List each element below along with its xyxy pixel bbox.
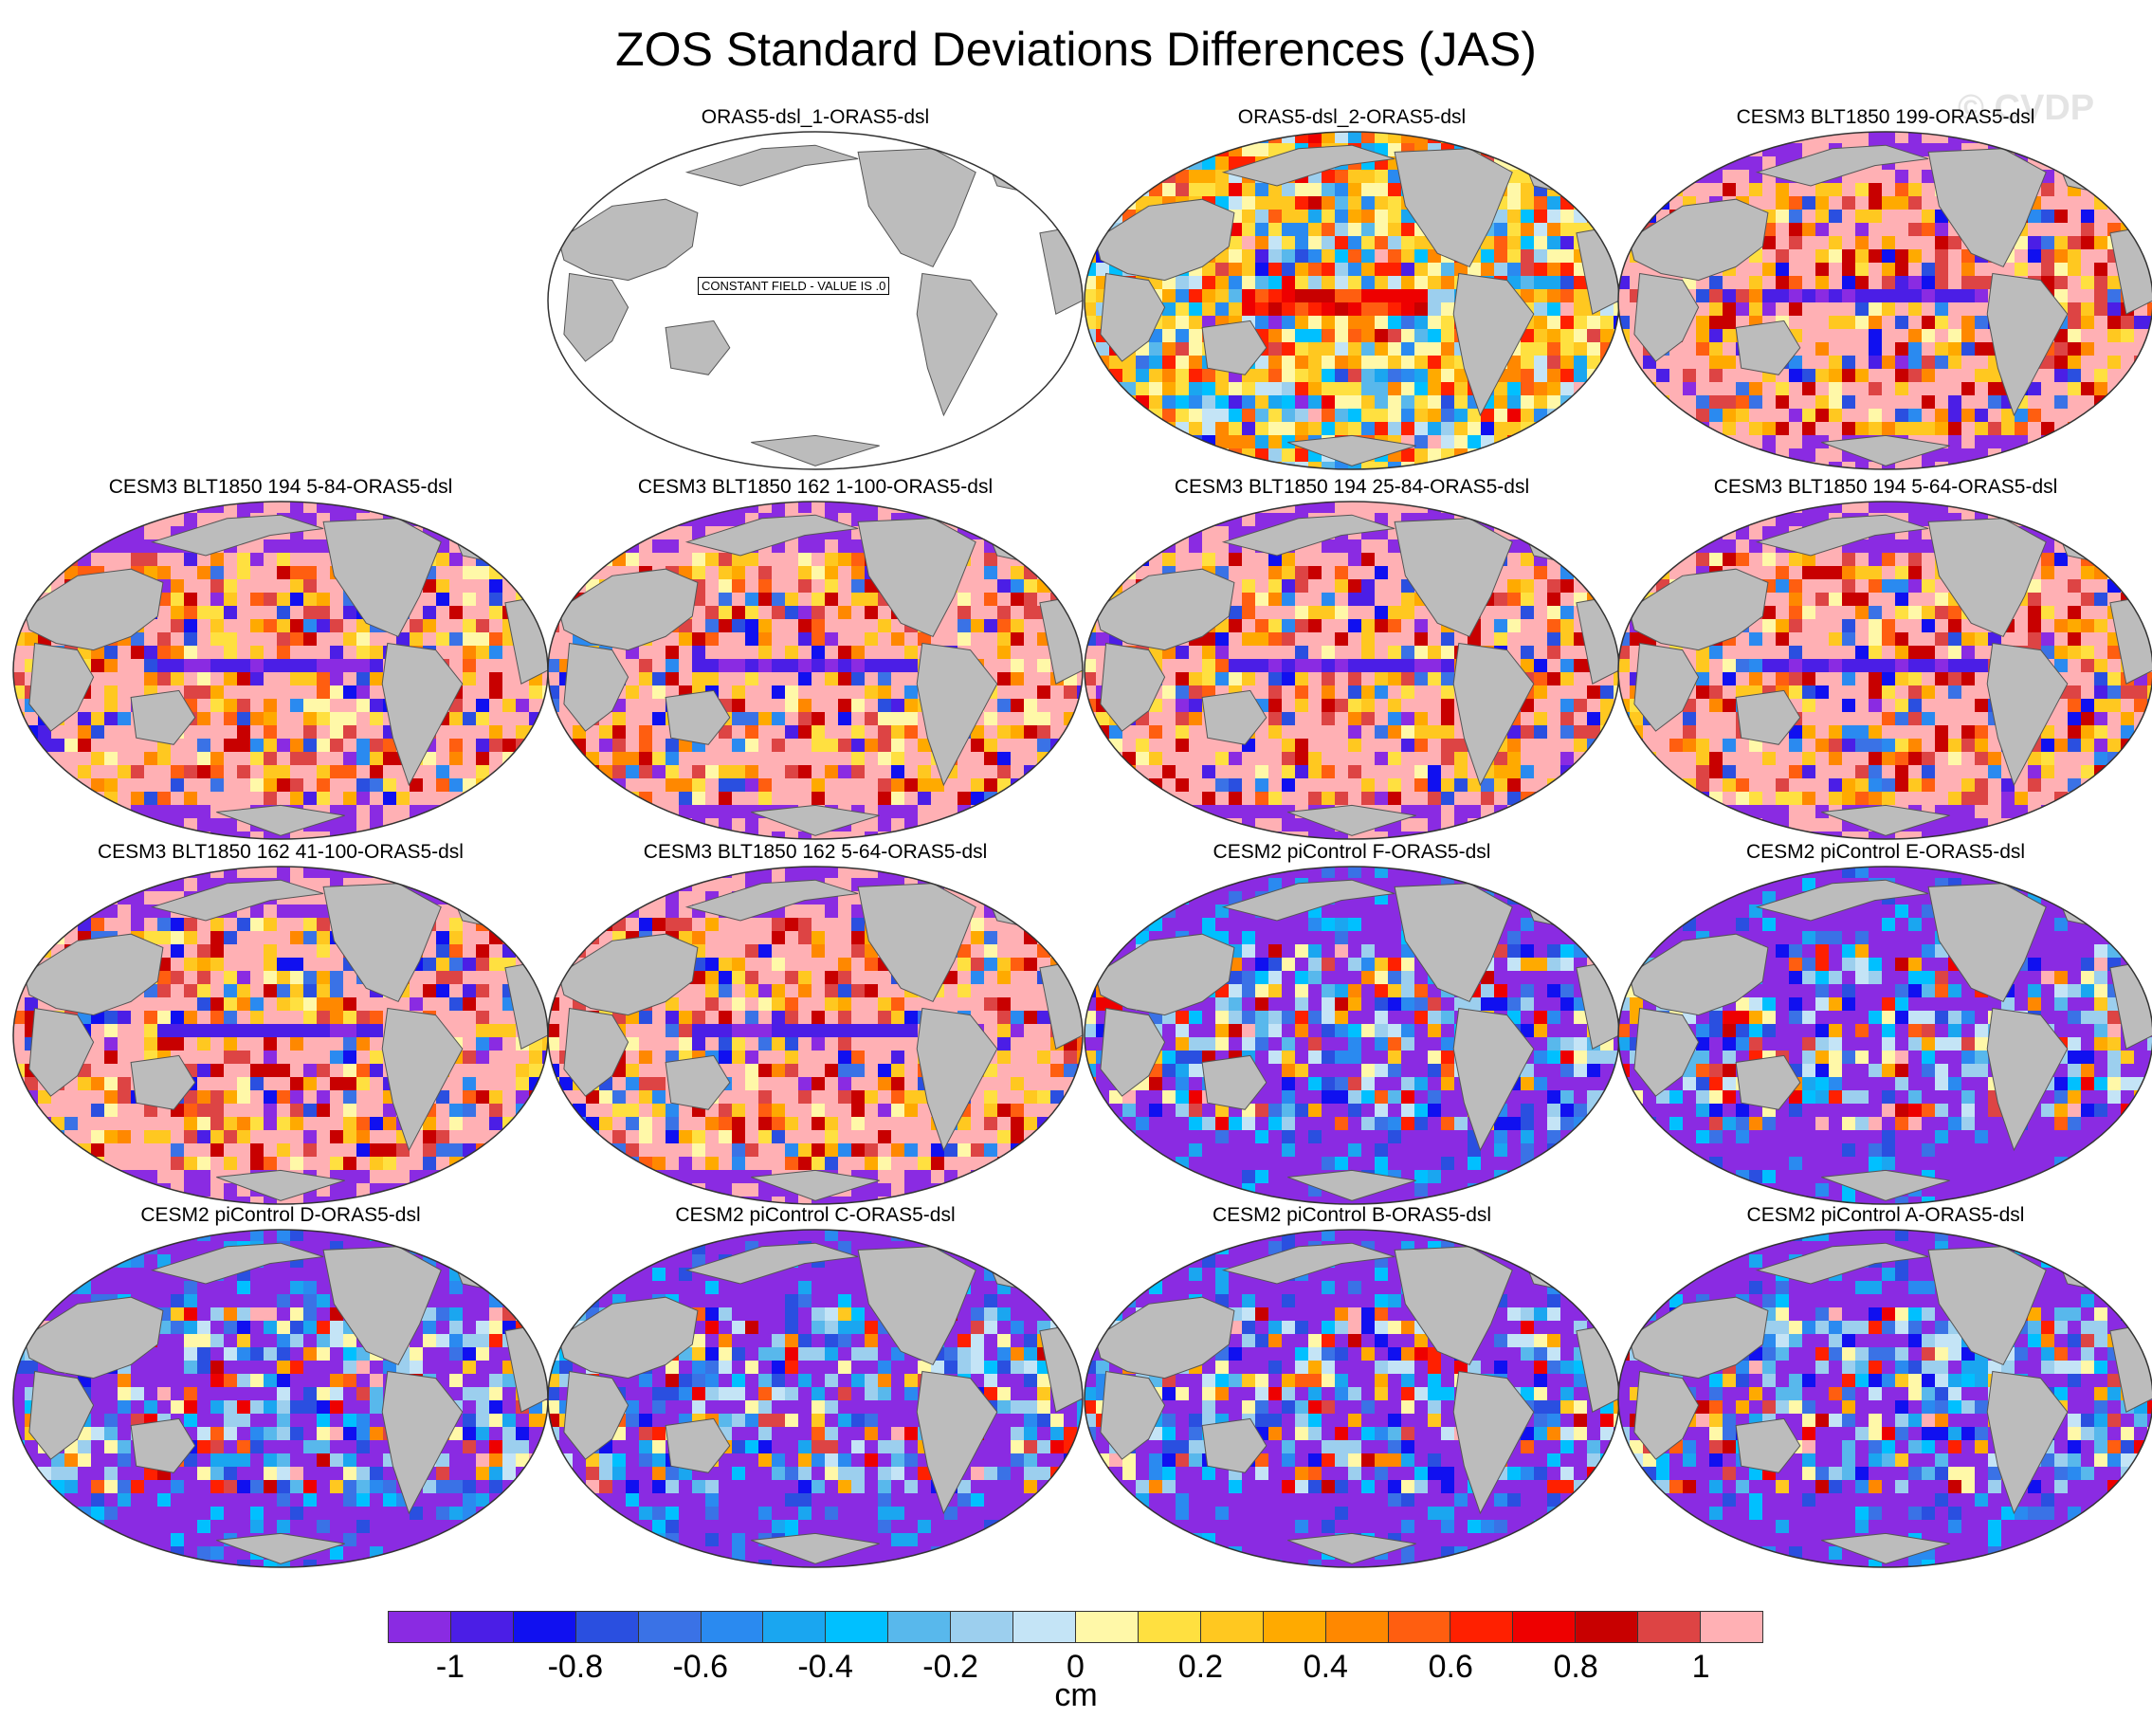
colorbar-box bbox=[763, 1612, 827, 1642]
colorbar-box bbox=[1325, 1612, 1389, 1642]
cvdp-watermark: © CVDP bbox=[1958, 88, 2095, 128]
map-panel: CESM2 piControl F-ORAS5-dsl bbox=[1083, 841, 1621, 1206]
colorbar-tick-label: 0.2 bbox=[1177, 1649, 1224, 1685]
colorbar-tick-label: -0.6 bbox=[672, 1649, 729, 1685]
panel-title: CESM2 piControl E-ORAS5-dsl bbox=[1745, 841, 2026, 863]
panel-title: CESM3 BLT1850 162 41-100-ORAS5-dsl bbox=[98, 841, 464, 863]
world-map bbox=[1617, 131, 2152, 470]
panel-title: CESM2 piControl B-ORAS5-dsl bbox=[1212, 1204, 1492, 1226]
colorbar bbox=[388, 1611, 1763, 1643]
world-map bbox=[547, 1229, 1084, 1568]
colorbar-tick-label: -0.2 bbox=[922, 1649, 978, 1685]
world-map bbox=[1084, 131, 1620, 470]
map-panel: CESM3 BLT1850 194 5-64-ORAS5-dsl bbox=[1616, 476, 2152, 841]
colorbar-units: cm bbox=[1054, 1677, 1098, 1713]
colorbar-tick-label: 0.4 bbox=[1303, 1649, 1348, 1685]
colorbar-box bbox=[575, 1612, 639, 1642]
map-panel: CESM3 BLT1850 162 1-100-ORAS5-dsl bbox=[546, 476, 1085, 841]
colorbar-box bbox=[513, 1612, 576, 1642]
panel-title: CESM3 BLT1850 199-ORAS5-dsl bbox=[1736, 106, 2035, 128]
colorbar-tick-label: 0.6 bbox=[1428, 1649, 1473, 1685]
panel-title: CESM2 piControl A-ORAS5-dsl bbox=[1746, 1204, 2025, 1226]
map-panel: CESM3 BLT1850 199-ORAS5-dsl bbox=[1616, 106, 2152, 471]
world-map bbox=[1617, 501, 2152, 840]
world-map bbox=[12, 866, 549, 1205]
colorbar-box bbox=[638, 1612, 702, 1642]
panel-title: ORAS5-dsl_2-ORAS5-dsl bbox=[1237, 106, 1467, 128]
world-map bbox=[1084, 501, 1620, 840]
colorbar-tick-label: 1 bbox=[1691, 1649, 1710, 1685]
panel-title: CESM3 BLT1850 162 5-64-ORAS5-dsl bbox=[643, 841, 988, 863]
world-map bbox=[547, 131, 1084, 470]
map-panel: ORAS5-dsl_2-ORAS5-dsl bbox=[1083, 106, 1621, 471]
map-panel: CESM3 BLT1850 194 5-84-ORAS5-dsl bbox=[11, 476, 550, 841]
world-map bbox=[547, 866, 1084, 1205]
world-map bbox=[1617, 1229, 2152, 1568]
colorbar-box bbox=[450, 1612, 514, 1642]
colorbar-box bbox=[1450, 1612, 1514, 1642]
world-map bbox=[1617, 866, 2152, 1205]
panel-title: ORAS5-dsl_1-ORAS5-dsl bbox=[701, 106, 930, 128]
colorbar-tick-label: -0.4 bbox=[797, 1649, 853, 1685]
panel-title: CESM2 piControl F-ORAS5-dsl bbox=[1213, 841, 1491, 863]
colorbar-tick-label: -1 bbox=[435, 1649, 465, 1685]
map-panel: CESM2 piControl B-ORAS5-dsl bbox=[1083, 1204, 1621, 1569]
colorbar-tick-label: 0 bbox=[1067, 1649, 1085, 1685]
colorbar-tick-label: 0.8 bbox=[1553, 1649, 1598, 1685]
colorbar-box bbox=[1263, 1612, 1326, 1642]
world-map bbox=[547, 501, 1084, 840]
world-map bbox=[12, 1229, 549, 1568]
colorbar-box bbox=[1388, 1612, 1451, 1642]
map-panel: CESM3 BLT1850 162 41-100-ORAS5-dsl bbox=[11, 841, 550, 1206]
colorbar-box bbox=[888, 1612, 952, 1642]
panel-title: CESM3 BLT1850 194 25-84-ORAS5-dsl bbox=[1174, 476, 1530, 498]
colorbar-box bbox=[1513, 1612, 1577, 1642]
panel-title: CESM3 BLT1850 194 5-84-ORAS5-dsl bbox=[108, 476, 453, 498]
colorbar-box bbox=[389, 1612, 451, 1642]
colorbar-box bbox=[1576, 1612, 1639, 1642]
colorbar-box bbox=[701, 1612, 764, 1642]
colorbar-box bbox=[1138, 1612, 1201, 1642]
colorbar-box bbox=[1013, 1612, 1076, 1642]
map-panel: CESM2 piControl E-ORAS5-dsl bbox=[1616, 841, 2152, 1206]
constant-field-label: CONSTANT FIELD - VALUE IS .0 bbox=[698, 277, 890, 295]
map-panel: CESM2 piControl A-ORAS5-dsl bbox=[1616, 1204, 2152, 1569]
colorbar-box bbox=[951, 1612, 1014, 1642]
map-panel: CESM3 BLT1850 162 5-64-ORAS5-dsl bbox=[546, 841, 1085, 1206]
map-panel: ORAS5-dsl_1-ORAS5-dsl CONSTANT FIELD - VA… bbox=[546, 106, 1085, 471]
map-panel: CESM2 piControl D-ORAS5-dsl bbox=[11, 1204, 550, 1569]
colorbar-box bbox=[1701, 1612, 1762, 1642]
colorbar-box bbox=[1075, 1612, 1139, 1642]
world-map bbox=[1084, 866, 1620, 1205]
panel-title: CESM2 piControl C-ORAS5-dsl bbox=[675, 1204, 956, 1226]
figure-title: ZOS Standard Deviations Differences (JAS… bbox=[615, 23, 1537, 76]
colorbar-box bbox=[1638, 1612, 1702, 1642]
panel-title: CESM3 BLT1850 194 5-64-ORAS5-dsl bbox=[1713, 476, 2058, 498]
world-map bbox=[12, 501, 549, 840]
colorbar-box bbox=[826, 1612, 889, 1642]
panel-title: CESM3 BLT1850 162 1-100-ORAS5-dsl bbox=[637, 476, 994, 498]
colorbar-box bbox=[1200, 1612, 1264, 1642]
colorbar-tick-label: -0.8 bbox=[547, 1649, 604, 1685]
panel-title: CESM2 piControl D-ORAS5-dsl bbox=[140, 1204, 421, 1226]
map-panel: CESM2 piControl C-ORAS5-dsl bbox=[546, 1204, 1085, 1569]
world-map bbox=[1084, 1229, 1620, 1568]
map-panel: CESM3 BLT1850 194 25-84-ORAS5-dsl bbox=[1083, 476, 1621, 841]
